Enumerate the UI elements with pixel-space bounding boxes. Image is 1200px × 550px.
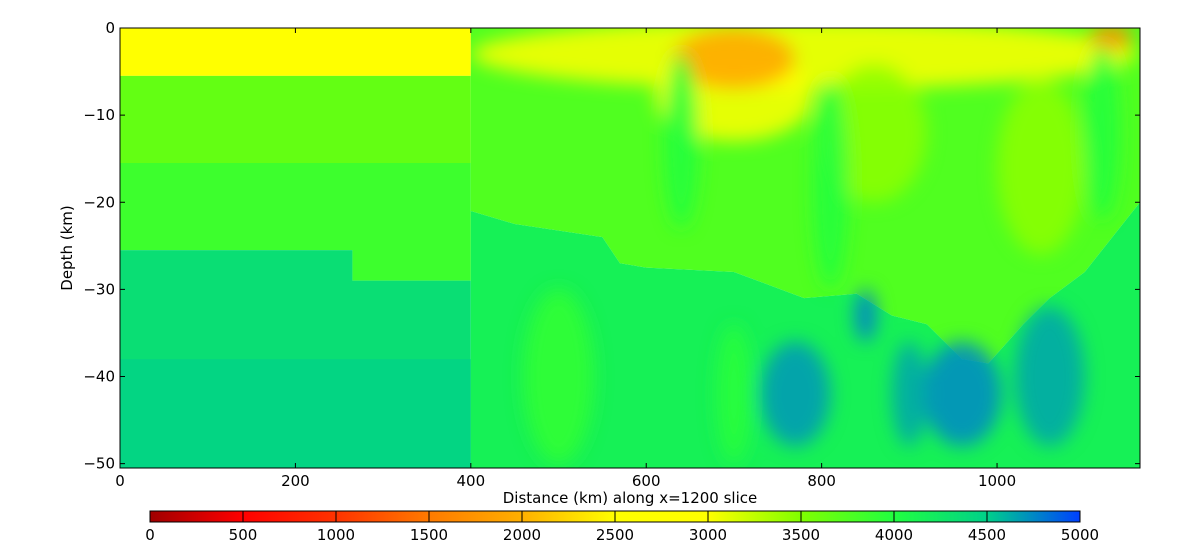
plot-frame — [119, 27, 1141, 469]
y-axis-label: Depth (km) — [58, 205, 76, 290]
colorbar-tick-label: 5000 — [1061, 526, 1099, 544]
x-tick-label: 1000 — [978, 472, 1016, 490]
y-tick-label: −10 — [83, 106, 115, 124]
heatmap-anomaly-9 — [922, 341, 1002, 447]
colorbar-tick-label: 1500 — [410, 526, 448, 544]
colorbar-ticks: 0 500 1000 1500 2000 2500 3000 3500 4000 4500 5000 — [145, 511, 1099, 544]
colorbar-tick-label: 3500 — [782, 526, 820, 544]
heatmap-anomaly-5 — [997, 80, 1085, 255]
colorbar-tick-label: 1000 — [317, 526, 355, 544]
heatmap-anomalies — [470, 28, 1138, 464]
heatmap-anomaly-6 — [663, 54, 699, 229]
heatmap-anomaly-0 — [470, 28, 1138, 89]
y-tick-label: −20 — [83, 193, 115, 211]
heatmap-anomaly-15 — [716, 324, 752, 464]
heatmap-anomaly-12 — [1014, 306, 1085, 447]
y-tick-label: −40 — [83, 368, 115, 386]
x-tick-label: 0 — [115, 472, 125, 490]
x-axis-label: Distance (km) along x=1200 slice — [503, 489, 757, 507]
y-tick-label: 0 — [105, 19, 115, 37]
colorbar-tick-label: 0 — [145, 526, 155, 544]
heatmap-region-1 — [120, 75, 471, 164]
y-tick-label: −50 — [83, 455, 115, 473]
heatmap-anomaly-4 — [821, 62, 927, 203]
heatmap-regions — [120, 28, 1140, 468]
heatmap-anomaly-10 — [854, 289, 877, 342]
heatmap-region-0 — [120, 28, 471, 76]
x-tick-label: 400 — [456, 472, 485, 490]
heatmap-anomaly-8 — [1084, 45, 1120, 220]
colorbar-tick-label: 4500 — [968, 526, 1006, 544]
colorbar-tick-label: 4000 — [875, 526, 913, 544]
y-tick-label: −30 — [83, 280, 115, 298]
colorbar-tick-label: 2500 — [596, 526, 634, 544]
heatmap-anomaly-14 — [523, 289, 594, 464]
colorbar-tick-label: 500 — [229, 526, 258, 544]
heatmap-region-5 — [470, 28, 1140, 364]
colorbar-tick-label: 2000 — [503, 526, 541, 544]
heatmap-anomaly-11 — [760, 341, 831, 447]
x-tick-label: 800 — [807, 472, 836, 490]
y-axis-ticks: 0 −10 −20 −30 −40 −50 — [83, 19, 1140, 473]
heatmap-region-4 — [120, 359, 471, 468]
heatmap-anomaly-3 — [1089, 28, 1133, 50]
heatmap-region-2 — [120, 163, 471, 281]
heatmap-anomaly-13 — [891, 341, 927, 447]
heatmap-anomaly-7 — [812, 80, 848, 290]
x-axis-ticks: 0 200 400 600 800 1000 — [115, 28, 1016, 490]
colorbar-tick-label: 3000 — [689, 526, 727, 544]
x-tick-label: 200 — [281, 472, 310, 490]
heatmap-anomaly-2 — [672, 28, 796, 89]
x-tick-label: 600 — [632, 472, 661, 490]
